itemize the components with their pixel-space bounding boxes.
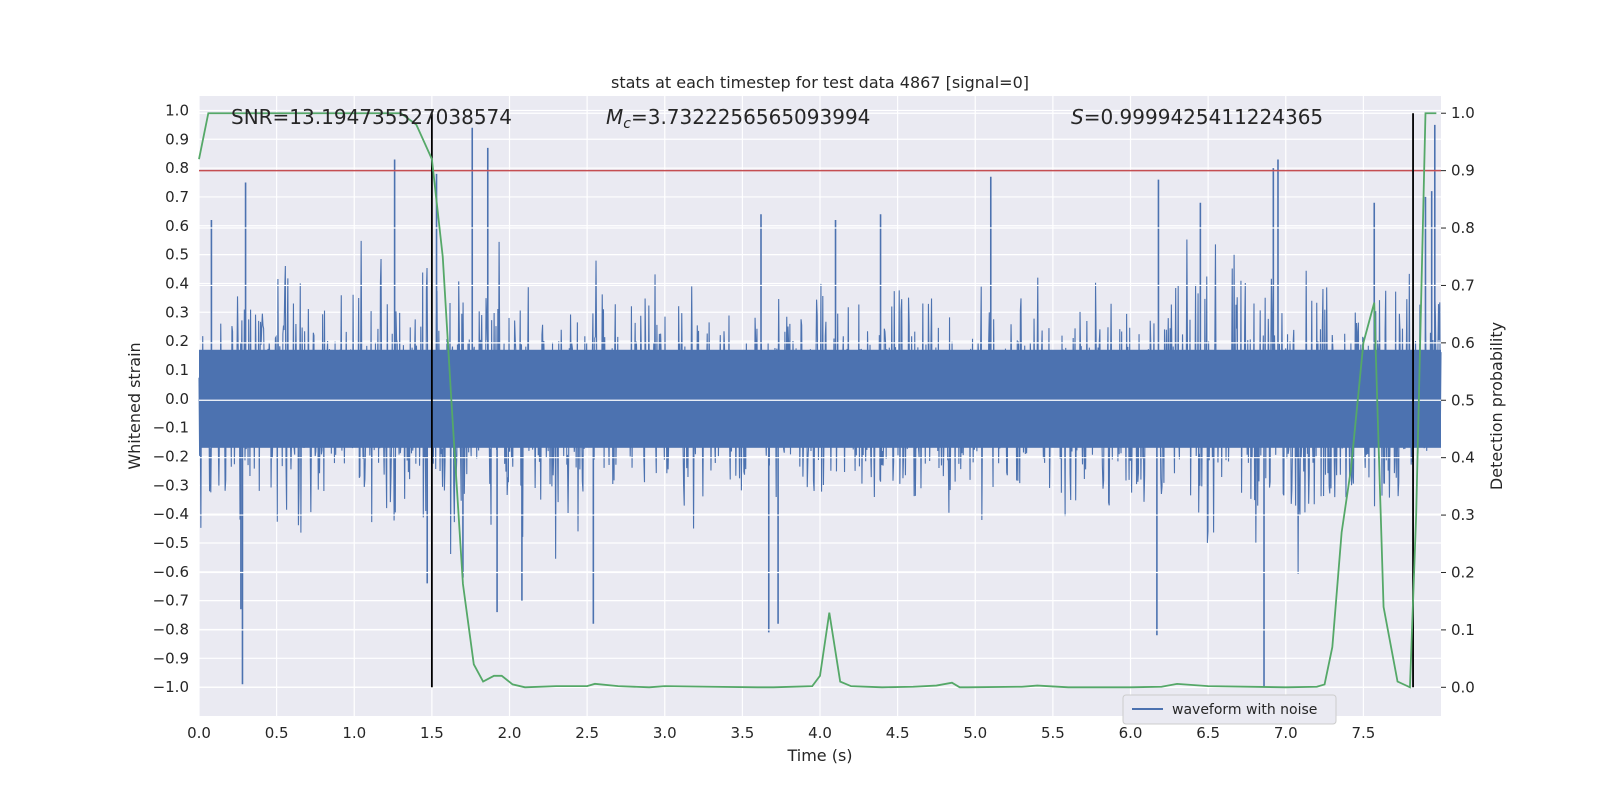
y-left-tick-label: 0.5: [165, 246, 189, 264]
x-tick-label: 7.0: [1274, 724, 1298, 742]
y-right-tick-label: 0.7: [1451, 276, 1475, 294]
s-annotation: S=0.9999425411224365: [1071, 105, 1323, 129]
s-value: =0.9999425411224365: [1084, 105, 1323, 129]
x-tick-label: 5.5: [1041, 724, 1065, 742]
mc-subscript: c: [623, 116, 631, 132]
x-tick-label: 7.5: [1351, 724, 1375, 742]
y-right-tick-label: 0.1: [1451, 621, 1475, 639]
y-left-tick-label: −0.4: [153, 505, 189, 523]
y-axis-right-label: Detection probability: [1487, 322, 1506, 490]
legend-box: [1122, 694, 1337, 725]
detection-probability-line: [198, 112, 1437, 689]
x-tick-label: 6.5: [1196, 724, 1220, 742]
y-left-tick-label: 0.1: [165, 361, 189, 379]
x-tick-label: 3.0: [653, 724, 677, 742]
x-axis-label: Time (s): [786, 746, 852, 765]
x-tick-label: 6.0: [1119, 724, 1143, 742]
y-left-tick-label: 0.9: [165, 130, 189, 148]
x-tick-label: 4.5: [886, 724, 910, 742]
y-left-tick-label: −1.0: [153, 678, 189, 696]
x-tick-label: 0.5: [265, 724, 289, 742]
y-right-tick-label: 0.0: [1451, 678, 1475, 696]
y-left-tick-label: −0.8: [153, 620, 189, 638]
mc-annotation: Mc=3.7322256565093994: [606, 105, 870, 132]
mc-value: =3.7322256565093994: [631, 105, 870, 129]
y-left-tick-label: −0.3: [153, 476, 189, 494]
y-left-tick-label: 0.0: [165, 390, 189, 408]
x-tick-label: 0.0: [187, 724, 211, 742]
y-right-tick-label: 0.3: [1451, 506, 1475, 524]
chart-title: stats at each timestep for test data 486…: [611, 73, 1029, 92]
y-right-tick-label: 1.0: [1451, 104, 1475, 122]
x-tick-label: 5.0: [963, 724, 987, 742]
x-tick-label: 2.0: [498, 724, 522, 742]
y-left-tick-label: −0.6: [153, 563, 189, 581]
y-right-tick-label: 0.5: [1451, 391, 1475, 409]
y-left-tick-label: 0.8: [165, 159, 189, 177]
x-tick-label: 3.5: [730, 724, 754, 742]
y-left-tick-label: 0.7: [165, 188, 189, 206]
y-right-tick-label: 0.9: [1451, 162, 1475, 180]
waveform-core: [199, 349, 1441, 448]
legend-label: waveform with noise: [1172, 702, 1317, 718]
y-left-tick-label: 0.3: [165, 303, 189, 321]
y-left-tick-label: −0.7: [153, 592, 189, 610]
axes: 0.0 0.5 1.0 1.5 2.0 2.5 3.0 3.5 4.0 4.5 5.0 5.5 6.0 6…: [153, 101, 1475, 742]
x-tick-label: 1.5: [420, 724, 444, 742]
y-right-tick-label: 0.6: [1451, 334, 1475, 352]
y-left-tick-label: −0.2: [153, 447, 189, 465]
s-symbol: S: [1071, 105, 1084, 129]
y-left-tick-label: −0.5: [153, 534, 189, 552]
x-tick-label: 4.0: [808, 724, 832, 742]
y-left-tick-label: 1.0: [165, 101, 189, 119]
y-left-tick-label: −0.9: [153, 649, 189, 667]
y-right-tick-label: 0.2: [1451, 563, 1475, 581]
x-tick-label: 1.0: [342, 724, 366, 742]
y-left-tick-label: 0.6: [165, 217, 189, 235]
y-right-tick-label: 0.8: [1451, 219, 1475, 237]
y-left-tick-label: 0.4: [165, 274, 189, 292]
mc-symbol: M: [606, 105, 623, 129]
snr-annotation: SNR=13.194735527038574: [231, 105, 512, 129]
overlay: [198, 112, 1441, 689]
legend: waveform with noise: [1122, 694, 1337, 725]
y-left-tick-label: −0.1: [153, 419, 189, 437]
y-left-tick-label: 0.2: [165, 332, 189, 350]
x-tick-label: 2.5: [575, 724, 599, 742]
y-axis-left-label: Whitened strain: [125, 342, 144, 469]
waveform-series: [198, 124, 1442, 688]
y-right-tick-label: 0.4: [1451, 449, 1475, 467]
